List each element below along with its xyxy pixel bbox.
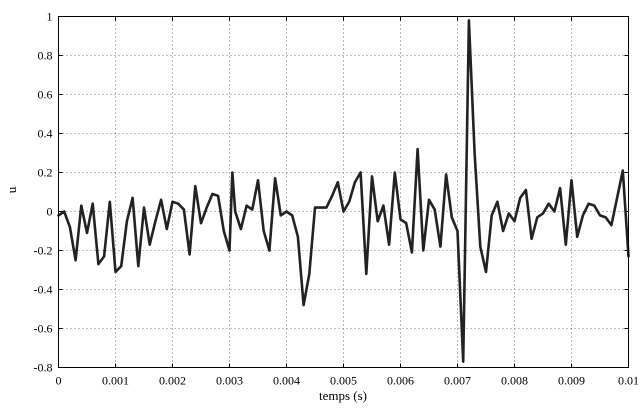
x-tick-label: 0.007 xyxy=(444,374,471,388)
series-layer xyxy=(57,19,630,363)
y-tick-label: 1 xyxy=(47,10,53,24)
y-tick-label: -0.6 xyxy=(34,322,53,336)
x-axis-title: temps (s) xyxy=(319,388,367,403)
x-tick-label: 0.002 xyxy=(159,374,186,388)
y-tick-label: -0.2 xyxy=(34,244,53,258)
grid xyxy=(58,16,629,368)
y-tick-label: -0.8 xyxy=(34,361,53,375)
x-tick-label: 0.01 xyxy=(618,374,639,388)
x-tick-label: 0.005 xyxy=(330,374,357,388)
y-tick-label: 0 xyxy=(47,205,53,219)
x-tick-label: 0.001 xyxy=(102,374,129,388)
plot-frame xyxy=(58,16,629,368)
x-tick-labels: 0 0.001 0.002 0.003 0.004 0.005 0.006 0.007 0.00… xyxy=(56,374,640,388)
x-tick-label: 0.003 xyxy=(216,374,243,388)
y-tick-label: 0.4 xyxy=(38,127,53,141)
y-tick-label: 0.8 xyxy=(38,49,53,63)
x-tick-label: 0.006 xyxy=(387,374,414,388)
y-axis-title: u xyxy=(4,186,19,193)
y-tick-label: -0.4 xyxy=(34,283,53,297)
x-tick-label: 0.008 xyxy=(501,374,528,388)
x-tick-label: 0.004 xyxy=(273,374,300,388)
y-tick-label: 0.2 xyxy=(38,166,53,180)
y-tick-labels: -0.8 -0.6 -0.4 -0.2 0 0.2 0.4 0.6 0.8 1 xyxy=(34,10,53,375)
x-tick-label: 0 xyxy=(56,374,62,388)
x-tick-label: 0.009 xyxy=(558,374,585,388)
series-line xyxy=(57,19,630,363)
y-tick-label: 0.6 xyxy=(38,88,53,102)
